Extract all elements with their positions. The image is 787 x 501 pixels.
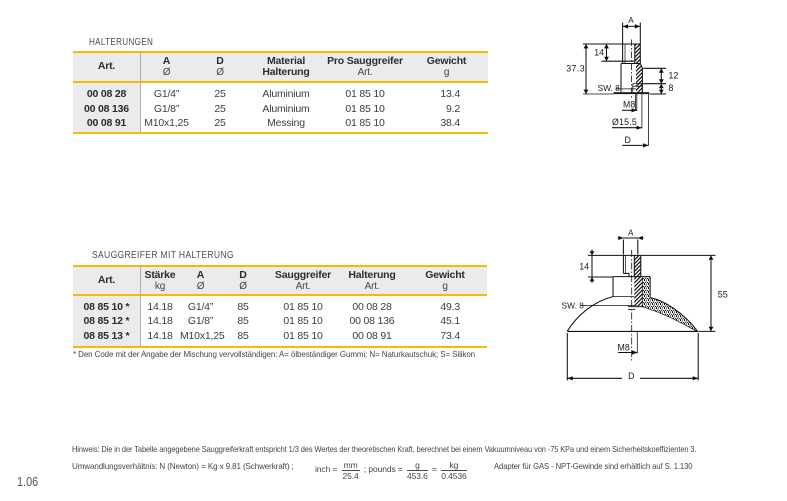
svg-text:SW. 8: SW. 8: [598, 83, 621, 93]
svg-text:A: A: [628, 16, 634, 25]
svg-text:M8: M8: [618, 343, 630, 353]
svg-text:D: D: [625, 135, 631, 145]
svg-text:14: 14: [594, 47, 604, 57]
svg-text:D: D: [628, 371, 634, 381]
svg-text:55: 55: [718, 289, 728, 299]
svg-text:Ø15.5: Ø15.5: [612, 117, 637, 127]
svg-text:M8: M8: [623, 99, 635, 109]
svg-text:14: 14: [579, 262, 589, 272]
svg-text:8: 8: [668, 83, 673, 93]
svg-text:SW. 8: SW. 8: [562, 301, 585, 311]
svg-text:37.3: 37.3: [566, 64, 585, 74]
svg-text:A: A: [628, 229, 634, 238]
svg-text:12: 12: [668, 71, 678, 81]
